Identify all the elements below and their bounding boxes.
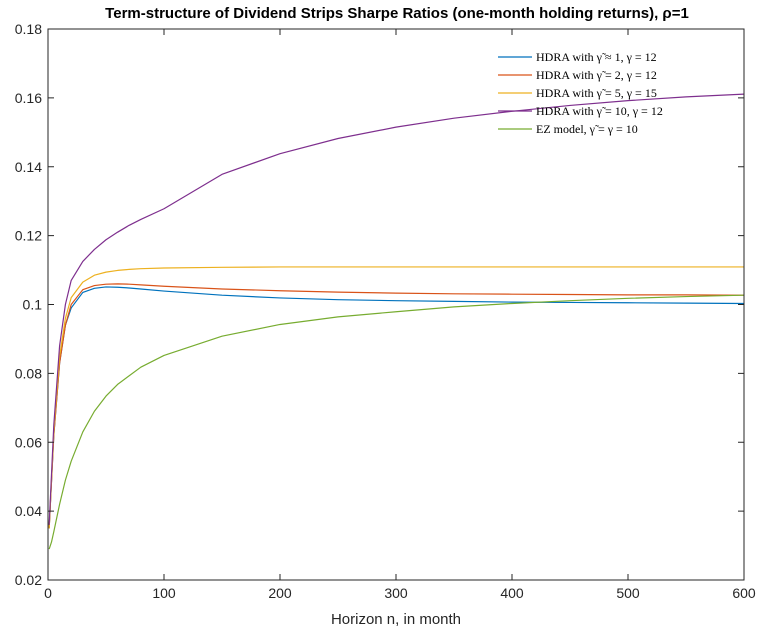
x-tick-label: 500	[616, 585, 640, 601]
legend: HDRA with γ̃ ≈ 1, γ = 12 HDRA with γ̃ = 2…	[498, 50, 663, 136]
y-tick-label: 0.12	[15, 228, 42, 244]
series-line-5	[48, 294, 745, 550]
legend-label-1: HDRA with γ̃ ≈ 1, γ = 12	[536, 50, 657, 64]
series-layer	[48, 93, 745, 550]
y-tick-label: 0.1	[23, 297, 43, 313]
x-tick-label: 0	[44, 585, 52, 601]
y-tick-label: 0.06	[15, 434, 42, 450]
x-axis-label: Horizon n, in month	[331, 611, 461, 628]
legend-label-4: HDRA with γ̃ = 10, γ = 12	[536, 104, 663, 118]
legend-label-2: HDRA with γ̃ = 2, γ = 12	[536, 68, 657, 82]
series-line-2	[48, 283, 745, 529]
y-tick-label: 0.04	[15, 503, 42, 519]
x-tick-label: 300	[384, 585, 408, 601]
series-line-3	[48, 266, 744, 529]
y-tick-label: 0.18	[15, 21, 42, 37]
x-tick-label: 400	[500, 585, 524, 601]
chart-title: Term-structure of Dividend Strips Sharpe…	[105, 5, 689, 22]
legend-label-5: EZ model, γ̃ = γ = 10	[536, 122, 638, 136]
y-tick-label: 0.02	[15, 572, 42, 588]
y-tick-label: 0.16	[15, 90, 42, 106]
legend-label-3: HDRA with γ̃ = 5, γ = 15	[536, 86, 657, 100]
series-line-4	[48, 93, 745, 525]
y-tick-label: 0.14	[15, 159, 42, 175]
x-tick-label: 100	[152, 585, 176, 601]
x-tick-label: 200	[268, 585, 292, 601]
x-tick-label: 600	[732, 585, 756, 601]
plot-area	[48, 29, 744, 580]
ticks-layer: 0 100 200 300 400 500 600 0.02 0.04 0.06 0.08 0.1 0.…	[15, 21, 756, 601]
y-tick-label: 0.08	[15, 365, 42, 381]
